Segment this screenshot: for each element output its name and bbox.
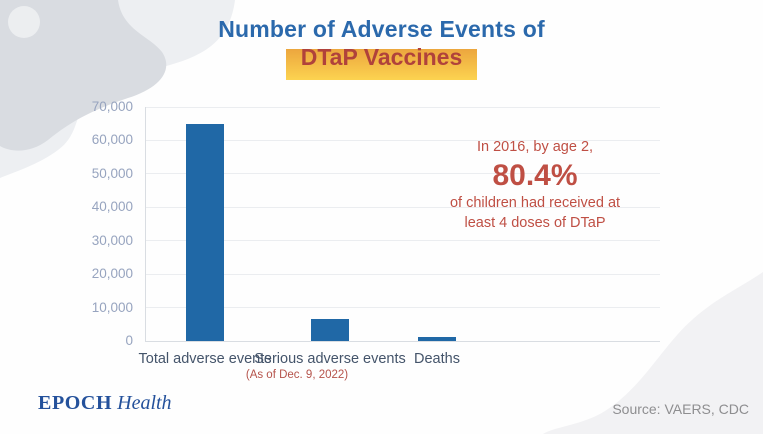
chart-title-line1: Number of Adverse Events of: [218, 16, 545, 42]
y-tick-label: 40,000: [91, 199, 133, 215]
bar-total-adverse-events: [186, 123, 224, 341]
source-credit: Source: VAERS, CDC: [612, 401, 749, 417]
title-highlight-box: DTaP Vaccines: [285, 44, 478, 80]
y-tick-label: 50,000: [91, 165, 133, 181]
annotation-line3: least 4 doses of DTaP: [464, 214, 606, 231]
category-label: Total adverse events: [138, 351, 272, 367]
y-tick-label: 20,000: [91, 266, 133, 282]
annotation-value: 80.4%: [492, 158, 578, 192]
annotation-block: In 2016, by age 2, 80.4% of children had…: [425, 138, 645, 233]
grid-line: [145, 240, 660, 242]
y-tick-label: 70,000: [91, 99, 133, 114]
category-label: Deaths: [414, 351, 460, 367]
annotation-line1: In 2016, by age 2,: [476, 139, 594, 155]
y-tick-label: 0: [125, 333, 133, 348]
y-tick-label: 10,000: [91, 299, 133, 315]
grid-line: [145, 206, 660, 208]
chart-title-block: Number of Adverse Events of DTaP Vaccine…: [0, 16, 763, 80]
x-axis-line: [145, 340, 660, 342]
y-axis-line: [144, 107, 146, 341]
brand-epoch: EPOCH: [38, 392, 113, 414]
grid-line: [145, 173, 660, 175]
grid-line: [145, 273, 660, 275]
bar-deaths: [418, 336, 456, 341]
bar-serious-adverse-events: [311, 319, 349, 341]
annotation-line2: of children had received at: [449, 195, 621, 212]
grid-line: [145, 139, 660, 141]
brand-health: Health: [117, 392, 172, 414]
chart-title-line2: DTaP Vaccines: [300, 44, 463, 70]
as-of-note: (As of Dec. 9, 2022): [245, 369, 349, 381]
y-tick-label: 30,000: [91, 232, 133, 248]
epoch-health-logo: EPOCH Health: [38, 392, 172, 415]
category-label: Serious adverse events: [254, 351, 406, 367]
grid-line: [145, 106, 660, 108]
y-tick-label: 60,000: [91, 132, 133, 148]
grid-line: [145, 307, 660, 309]
